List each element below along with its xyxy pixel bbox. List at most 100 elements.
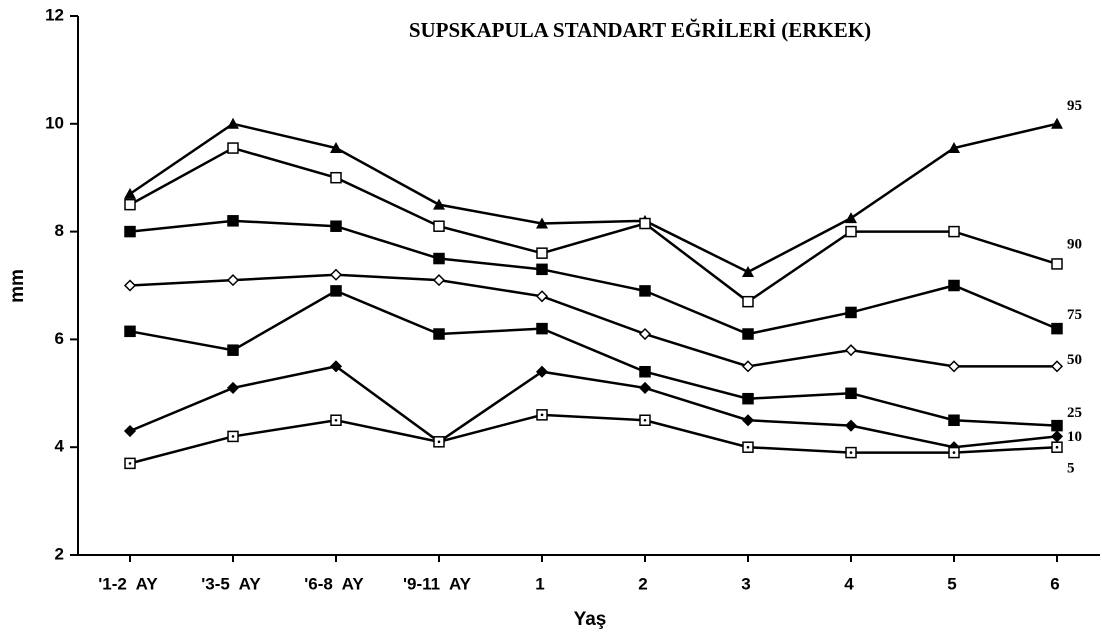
marker-dot	[952, 451, 956, 454]
series-line	[129, 146, 1058, 304]
marker	[948, 414, 960, 426]
y-tick-label: 2	[55, 544, 64, 563]
marker	[227, 344, 239, 356]
series-line	[129, 273, 1057, 368]
series-line	[129, 413, 1058, 465]
series-label: 90	[1067, 236, 1082, 252]
chart-title: SUPSKAPULA STANDART EĞRİLERİ (ERKEK)	[409, 18, 871, 42]
x-tick-label: 6	[1050, 574, 1059, 593]
marker	[1051, 117, 1063, 129]
series-label: 5	[1067, 461, 1075, 477]
marker-dot	[334, 418, 338, 422]
marker	[227, 215, 239, 227]
marker	[1051, 419, 1063, 432]
marker	[1050, 360, 1064, 373]
marker	[124, 198, 136, 211]
series-label: 10	[1067, 429, 1082, 445]
marker	[330, 171, 342, 184]
marker-dot	[1055, 445, 1059, 449]
marker	[124, 187, 136, 199]
marker	[742, 295, 754, 308]
marker	[638, 327, 652, 341]
x-tick-label: '1-2 AY	[98, 574, 158, 593]
series-line	[129, 122, 1058, 274]
marker	[124, 325, 136, 338]
marker	[1050, 430, 1064, 443]
marker	[536, 217, 548, 229]
marker	[948, 142, 960, 154]
marker	[639, 217, 651, 230]
series-line	[129, 289, 1058, 427]
marker	[330, 142, 342, 154]
marker	[432, 274, 446, 287]
marker	[433, 328, 445, 340]
series-label: 75	[1067, 307, 1082, 323]
marker	[536, 263, 548, 276]
marker	[947, 360, 961, 373]
x-tick-label: '9-11 AY	[403, 574, 472, 593]
marker-dot	[540, 413, 544, 417]
marker	[844, 344, 858, 357]
series-line	[129, 219, 1058, 336]
marker	[741, 360, 755, 373]
marker	[123, 279, 137, 292]
y-tick-label: 10	[45, 113, 64, 132]
marker	[535, 365, 549, 378]
series-label: 95	[1067, 98, 1082, 114]
x-tick-label: 5	[947, 574, 956, 593]
x-tick-label: 3	[741, 574, 750, 593]
marker	[535, 290, 549, 303]
marker	[845, 225, 857, 238]
marker	[329, 268, 343, 281]
marker	[948, 225, 960, 238]
y-tick-label: 12	[45, 5, 64, 24]
marker	[742, 392, 754, 405]
marker-dot	[746, 445, 750, 449]
x-tick-label: '3-5 AY	[201, 574, 261, 593]
series-label: 50	[1067, 352, 1082, 368]
marker	[1051, 258, 1063, 270]
marker	[329, 360, 343, 373]
marker-dot	[128, 462, 132, 465]
y-tick-label: 4	[55, 437, 65, 456]
y-axis-label: mm	[7, 269, 28, 303]
marker	[844, 419, 858, 432]
marker	[741, 414, 755, 427]
marker	[226, 274, 240, 287]
marker	[330, 285, 342, 297]
marker	[123, 424, 137, 438]
marker-dot	[437, 440, 441, 444]
marker	[948, 279, 960, 292]
marker	[124, 225, 136, 238]
marker	[226, 381, 240, 394]
marker	[227, 117, 239, 129]
marker	[330, 220, 342, 232]
series-label: 25	[1067, 405, 1082, 421]
marker-dot	[849, 451, 853, 454]
marker	[227, 142, 239, 154]
x-tick-label: 4	[844, 574, 854, 593]
y-tick-label: 8	[55, 221, 64, 240]
marker	[845, 387, 857, 400]
marker-dot	[231, 435, 235, 438]
marker	[742, 266, 754, 278]
x-axis-label: Yaş	[574, 609, 607, 630]
marker	[433, 220, 445, 232]
marker	[638, 381, 652, 394]
x-tick-label: 2	[638, 574, 647, 593]
marker	[536, 247, 548, 259]
x-tick-label: '6-8 AY	[304, 574, 364, 593]
marker	[845, 212, 857, 224]
marker	[536, 322, 548, 335]
marker	[433, 198, 445, 210]
marker	[1051, 322, 1063, 335]
series-line	[129, 365, 1058, 449]
x-tick-label: 1	[535, 574, 544, 593]
marker	[742, 328, 754, 340]
marker	[639, 285, 651, 297]
y-tick-label: 6	[55, 329, 64, 348]
marker-dot	[643, 418, 647, 422]
marker	[639, 365, 651, 378]
marker	[845, 306, 857, 319]
